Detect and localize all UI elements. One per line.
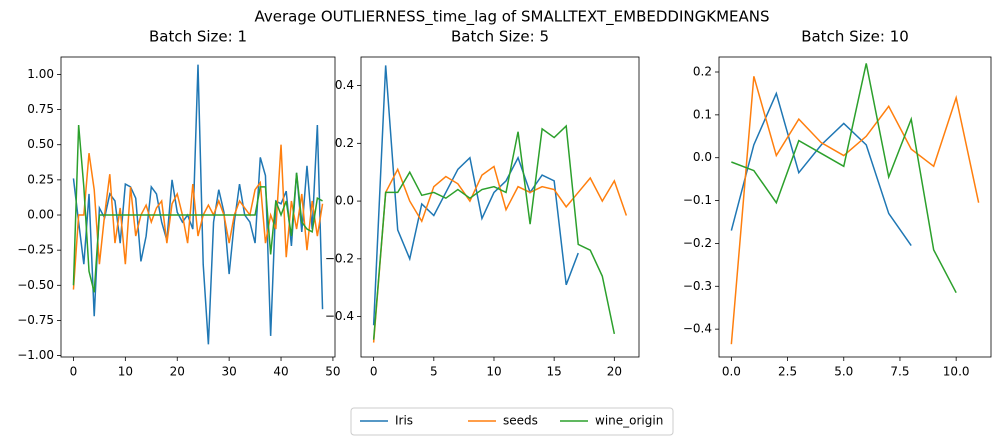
y-tick-label: 0.00 xyxy=(27,208,54,222)
series-line xyxy=(730,76,980,345)
y-tick-label: 0.0 xyxy=(693,150,712,164)
y-tick-label: −0.4 xyxy=(683,322,712,336)
x-tick-label: 10.0 xyxy=(943,365,970,379)
legend-label: Iris xyxy=(395,414,413,428)
series-line xyxy=(372,65,579,326)
legend-label: seeds xyxy=(503,414,538,428)
figure-title: Average OUTLIERNESS_time_lag of SMALLTEX… xyxy=(254,8,769,27)
x-tick-label: 30 xyxy=(221,365,236,379)
x-tick-label: 0.0 xyxy=(722,365,741,379)
axes-frame xyxy=(60,56,336,358)
x-tick-label: 15 xyxy=(547,365,562,379)
x-tick-label: 0 xyxy=(370,365,378,379)
subplot-title: Batch Size: 5 xyxy=(451,28,549,46)
subplot-title: Batch Size: 10 xyxy=(801,28,909,46)
x-tick-label: 20 xyxy=(170,365,185,379)
y-tick-label: −0.25 xyxy=(17,243,54,257)
subplot-title: Batch Size: 1 xyxy=(149,28,247,46)
y-tick-label: 0.0 xyxy=(335,194,354,208)
y-tick-label: −0.75 xyxy=(17,313,54,327)
series-line xyxy=(372,165,628,343)
y-tick-label: 0.2 xyxy=(335,136,354,150)
y-tick-label: −0.3 xyxy=(683,279,712,293)
y-tick-label: −0.50 xyxy=(17,278,54,292)
legend-label: wine_origin xyxy=(595,414,663,428)
x-tick-label: 2.5 xyxy=(778,365,797,379)
x-tick-label: 20 xyxy=(607,365,622,379)
series-line xyxy=(72,144,324,290)
series-line xyxy=(72,64,324,345)
series-line xyxy=(731,63,957,294)
y-tick-label: −1.00 xyxy=(17,348,54,362)
series-line xyxy=(372,124,616,340)
y-tick-label: 0.25 xyxy=(27,172,54,186)
x-tick-label: 7.5 xyxy=(890,365,909,379)
y-tick-label: 0.2 xyxy=(693,65,712,79)
y-tick-label: −0.1 xyxy=(683,193,712,207)
y-tick-label: 1.00 xyxy=(27,67,54,81)
x-tick-label: 50 xyxy=(325,365,340,379)
y-tick-label: −0.4 xyxy=(325,309,354,323)
axes-frame xyxy=(360,56,640,358)
y-tick-label: 0.50 xyxy=(27,137,54,151)
y-tick-label: 0.75 xyxy=(27,102,54,116)
series-line xyxy=(72,124,323,293)
legend-box xyxy=(350,407,674,436)
x-tick-label: 10 xyxy=(118,365,133,379)
series-line xyxy=(730,91,912,246)
y-tick-label: 0.1 xyxy=(693,107,712,121)
x-tick-label: 10 xyxy=(486,365,501,379)
y-tick-label: 0.4 xyxy=(335,78,354,92)
x-tick-label: 40 xyxy=(273,365,288,379)
y-tick-label: −0.2 xyxy=(325,251,354,265)
axes-frame xyxy=(718,56,992,358)
x-tick-label: 0 xyxy=(70,365,78,379)
x-tick-label: 5 xyxy=(430,365,438,379)
y-tick-label: −0.2 xyxy=(683,236,712,250)
x-tick-label: 5.0 xyxy=(834,365,853,379)
